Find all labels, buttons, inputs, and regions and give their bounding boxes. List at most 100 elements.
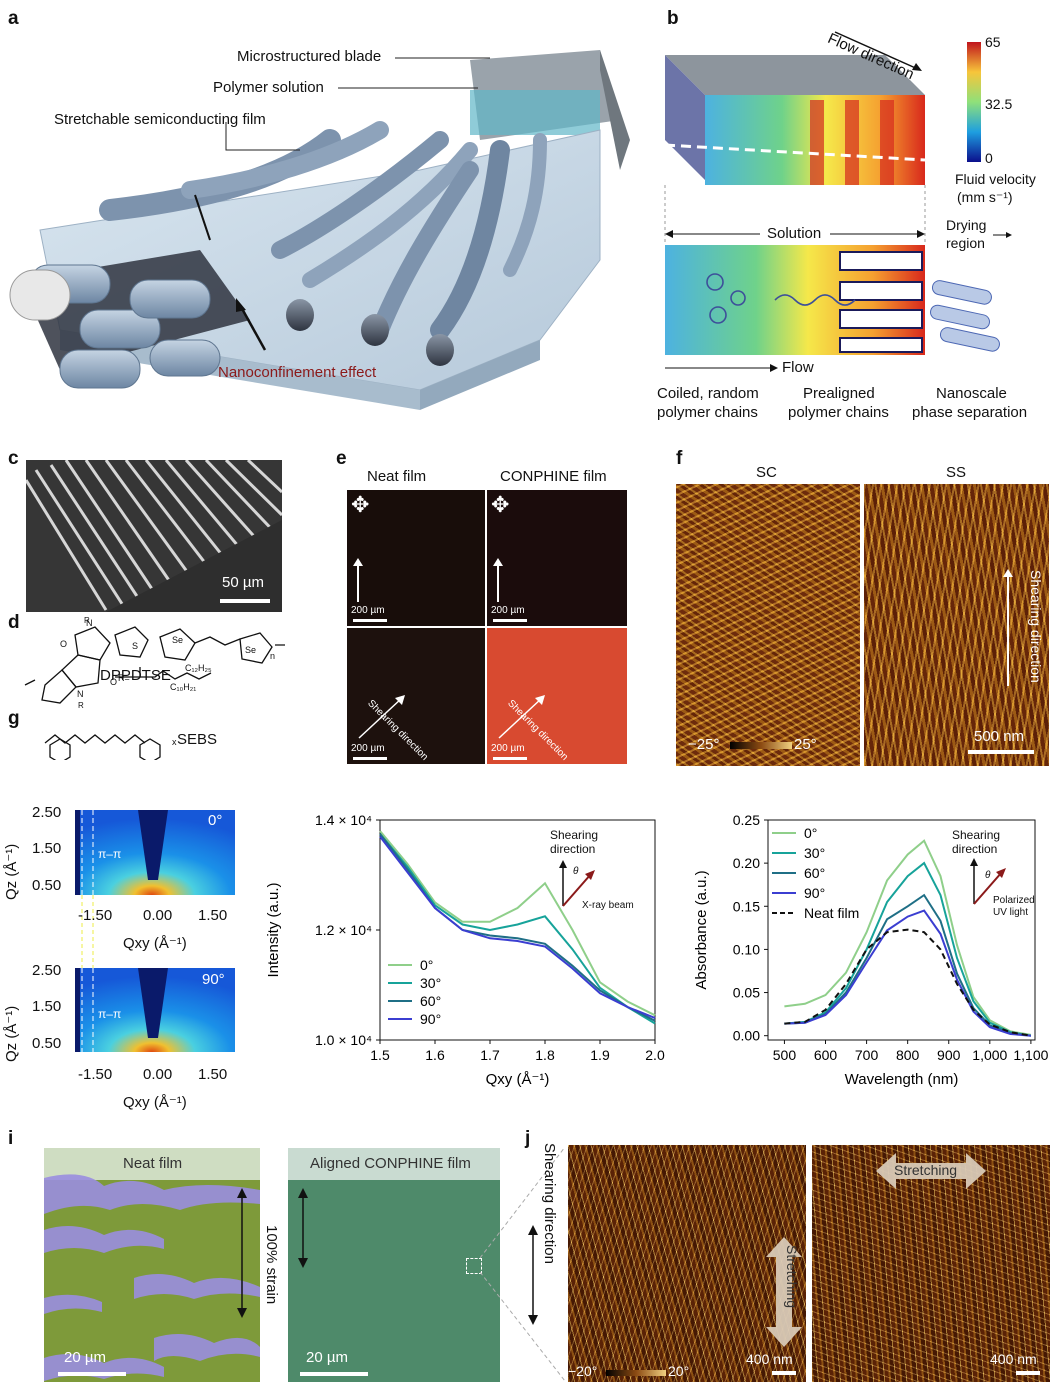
colorbar-j bbox=[606, 1370, 666, 1376]
svg-text:S: S bbox=[132, 641, 138, 651]
inset-shear-arrowhead bbox=[559, 860, 567, 868]
x-tick-label: 800 bbox=[896, 1047, 920, 1063]
optical-aligned-stretched: Aligned CONPHINE film 20 µm bbox=[288, 1148, 500, 1382]
y-tick-label: 1.4 × 10⁴ bbox=[315, 812, 372, 828]
scale-bar-i1 bbox=[58, 1372, 126, 1376]
flow-simulation bbox=[664, 31, 1012, 372]
colorbar-min: 0 bbox=[985, 150, 993, 166]
x-tick-label: 1.7 bbox=[480, 1047, 500, 1063]
pom-neat-45: Shearing direction 200 µm bbox=[347, 628, 485, 764]
label-neat-film-e: Neat film bbox=[367, 468, 427, 485]
colorbar-max: 65 bbox=[985, 34, 1001, 50]
y-axis-label: Absorbance (a.u.) bbox=[693, 870, 710, 989]
y-tick-label: 1.0 × 10⁴ bbox=[315, 1032, 372, 1048]
legend-label-0: 0° bbox=[804, 825, 817, 841]
label-polymer-solution: Polymer solution bbox=[213, 79, 324, 96]
svg-text:R: R bbox=[84, 616, 90, 625]
pom-neat-0: ✥ 200 µm bbox=[347, 490, 485, 626]
inset-g-shearing-2: direction bbox=[550, 842, 596, 856]
y-tick-label: 1.2 × 10⁴ bbox=[315, 922, 372, 938]
scale-label-i1: 20 µm bbox=[64, 1349, 106, 1366]
scale-label-i2: 20 µm bbox=[306, 1349, 348, 1366]
sem-image: 50 µm bbox=[26, 460, 282, 612]
afm-aligned-stretched-1: Stretching −20° 20° 400 nm bbox=[568, 1145, 806, 1382]
label-conphine-film-e: CONPHINE film bbox=[500, 468, 607, 485]
label-nanoscale-1: Nanoscale bbox=[936, 385, 1007, 402]
y-axis-label: Intensity (a.u.) bbox=[265, 882, 282, 977]
panel-label-g: g bbox=[8, 708, 20, 729]
scale-bar-f bbox=[968, 750, 1034, 754]
legend-label-2: 60° bbox=[804, 865, 825, 881]
label-stretchable-film: Stretchable semiconducting film bbox=[54, 111, 266, 128]
series-line-3 bbox=[784, 909, 1031, 1037]
panel-label-i: i bbox=[8, 1128, 14, 1149]
angle-label-90: 90° bbox=[202, 971, 225, 988]
shear-arrow-f bbox=[1007, 576, 1009, 686]
qxy-tick-top-1: -1.50 bbox=[78, 907, 113, 924]
svg-text:R: R bbox=[78, 701, 84, 710]
x-tick-label: 700 bbox=[855, 1047, 879, 1063]
cb-max-j: 20° bbox=[668, 1363, 690, 1379]
y-tick-label: 0.20 bbox=[733, 855, 760, 871]
shearing-direction-f: Shearing direction bbox=[1028, 570, 1044, 683]
svg-text:C₁₂H₂₅: C₁₂H₂₅ bbox=[185, 663, 212, 673]
qxy-tick-top-3: 1.50 bbox=[198, 907, 228, 924]
qz-label-bot: Qz (Å⁻¹) bbox=[3, 1005, 20, 1062]
inset-g-theta: θ bbox=[573, 866, 579, 877]
scale-label-e3: 200 µm bbox=[351, 743, 385, 754]
label-prealigned-1: Prealigned bbox=[803, 385, 875, 402]
colorbar-mid: 32.5 bbox=[985, 96, 1013, 112]
svg-text:x: x bbox=[172, 737, 177, 747]
x-axis-label: Wavelength (nm) bbox=[845, 1071, 959, 1088]
label-sebs: SEBS bbox=[177, 731, 218, 748]
svg-text:N: N bbox=[77, 689, 84, 699]
double-arrow-i bbox=[298, 1188, 308, 1268]
svg-text:C₁₀H₂₁: C₁₀H₂₁ bbox=[170, 682, 196, 692]
label-drying-2: region bbox=[946, 235, 985, 251]
legend-label-2: 60° bbox=[420, 993, 441, 1009]
label-solution: Solution bbox=[767, 225, 822, 242]
panel-label-j: j bbox=[525, 1128, 531, 1149]
coating-schematic bbox=[9, 50, 630, 410]
zoom-box bbox=[466, 1258, 482, 1274]
x-tick-label: 1.6 bbox=[425, 1047, 445, 1063]
chart-g: 1.5 1.6 1.7 1.8 1.9 2.0 1.0 × 10⁴ 1.2 × 10⁴ 1.4 … bbox=[260, 800, 670, 1110]
scale-label-e1: 200 µm bbox=[351, 605, 385, 616]
svg-text:N: N bbox=[86, 618, 93, 628]
inset-h-light-1: Polarized bbox=[993, 895, 1035, 906]
y-tick-label: 0.25 bbox=[733, 812, 760, 828]
qz-tick-bot-3: 0.50 bbox=[32, 1035, 62, 1052]
giwaxs-maps: 0° 90° π–π π–π 2.50 1.50 0.50 2.50 1.50 … bbox=[0, 800, 260, 1120]
qxy-tick-bot-2: 0.00 bbox=[143, 1066, 173, 1083]
label-coiled-2: polymer chains bbox=[657, 404, 758, 421]
x-tick-label: 1.5 bbox=[370, 1047, 390, 1063]
y-tick-label: 0.10 bbox=[733, 941, 760, 957]
panel-b: Flow direction 65 32.5 0 Fluid velocity … bbox=[657, 20, 1050, 430]
x-tick-label: 1.9 bbox=[590, 1047, 610, 1063]
y-tick-label: 0.00 bbox=[733, 1028, 760, 1044]
afm-sc: −25° 25° bbox=[676, 484, 860, 766]
x-tick-label: 900 bbox=[937, 1047, 961, 1063]
shear-arrow-j bbox=[528, 1225, 538, 1325]
crossed-polarizer-icon: ✥ bbox=[351, 492, 370, 517]
legend-label-1: 30° bbox=[804, 845, 825, 861]
series-line-0 bbox=[379, 830, 656, 1017]
series-line-4 bbox=[784, 928, 1032, 1037]
inset-g-beam: X-ray beam bbox=[582, 900, 634, 911]
strain-arrow bbox=[237, 1188, 247, 1318]
svg-text:n: n bbox=[270, 651, 275, 661]
label-nanoconfinement: Nanoconfinement effect bbox=[218, 364, 377, 381]
stretching-arrow-horizontal bbox=[876, 1153, 986, 1189]
qxy-label-top: Qxy (Å⁻¹) bbox=[123, 935, 187, 952]
svg-text:Se: Se bbox=[172, 635, 183, 645]
label-ss: SS bbox=[946, 464, 967, 481]
inset-shear-arrowhead bbox=[970, 858, 978, 866]
plot-frame bbox=[767, 819, 1036, 1041]
colorbar-f bbox=[730, 742, 792, 749]
panel-label-a: a bbox=[8, 8, 19, 29]
cb-min-j: −20° bbox=[568, 1363, 598, 1379]
qxy-tick-top-2: 0.00 bbox=[143, 907, 173, 924]
series-line-3 bbox=[379, 835, 656, 1019]
